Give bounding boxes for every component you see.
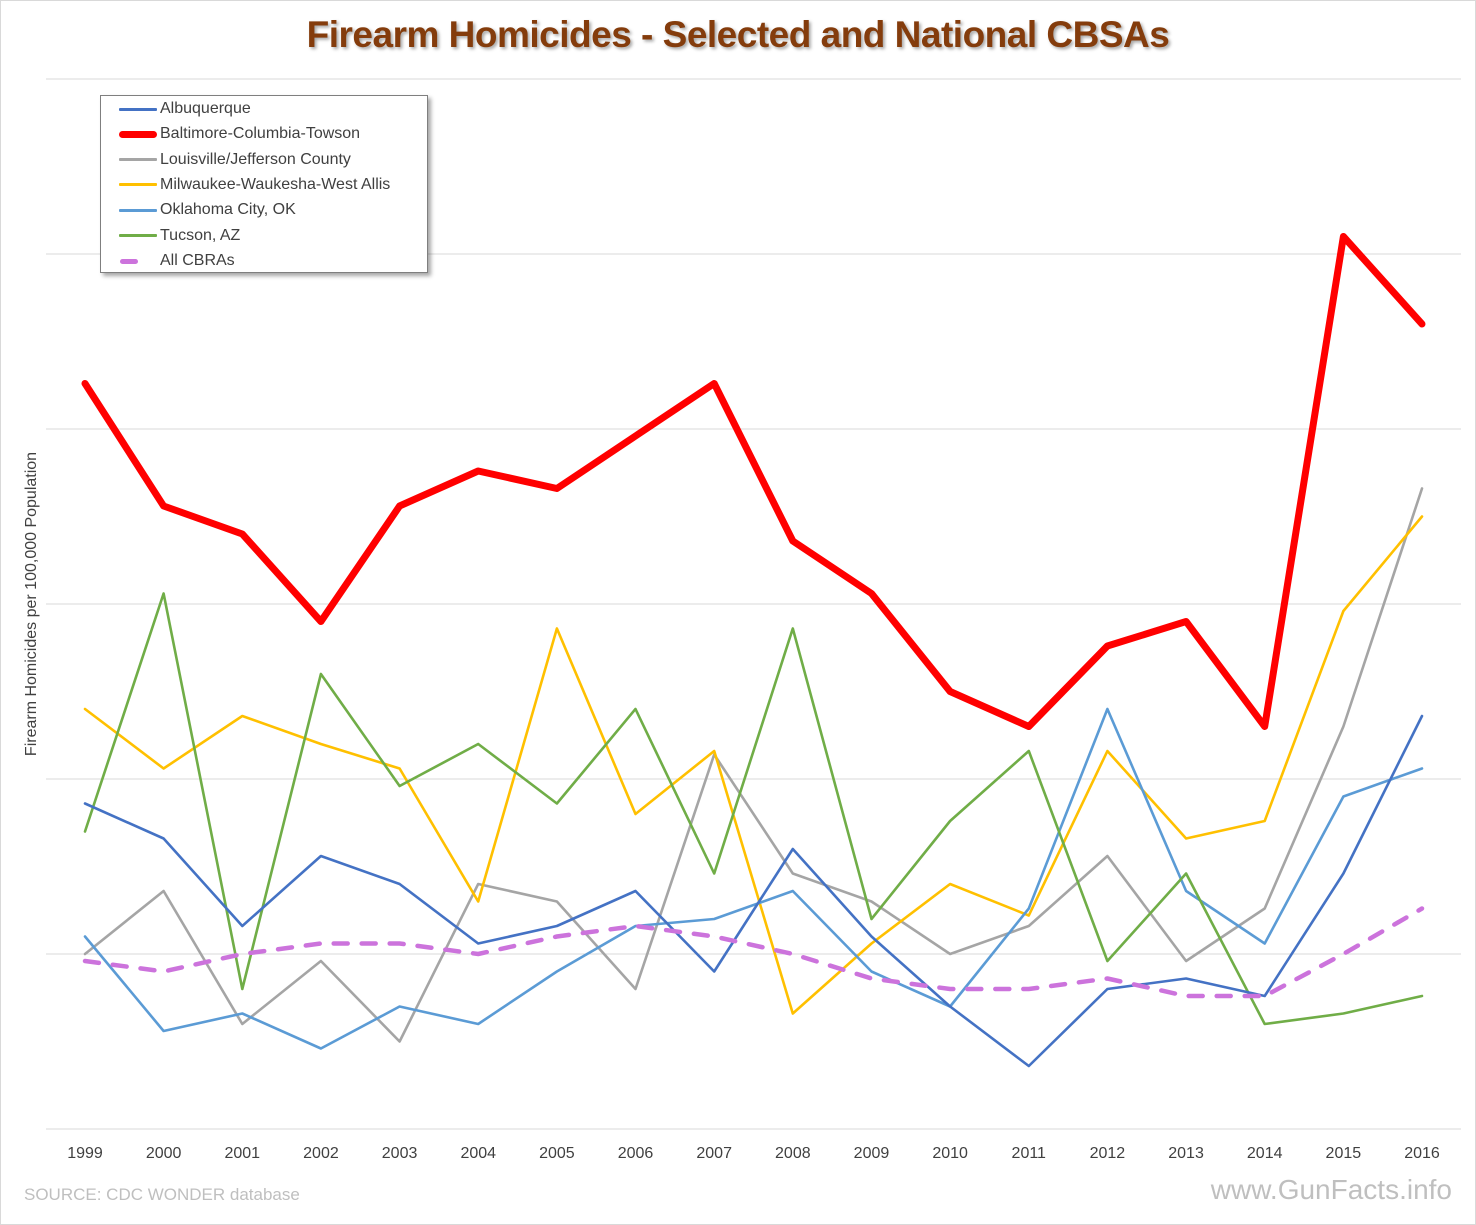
legend-swatch [119, 130, 157, 138]
series-line-tucson-az [83, 592, 1424, 1026]
legend-item: Oklahoma City, OK [101, 199, 427, 221]
legend-label: Albuquerque [160, 100, 251, 117]
legend-swatch [119, 158, 157, 162]
legend-swatch [119, 183, 157, 187]
x-tick-label: 2008 [775, 1145, 811, 1162]
legend-label: Milwaukee-Waukesha-West Allis [160, 175, 391, 193]
source-note: SOURCE: CDC WONDER database [24, 1185, 300, 1204]
watermark: www.GunFacts.info [1210, 1174, 1452, 1205]
legend-label: Tucson, AZ [160, 226, 241, 244]
legend-item: Milwaukee-Waukesha-West Allis [101, 174, 427, 196]
x-tick-label: 2001 [224, 1145, 260, 1162]
chart-title: Firearm Homicides - Selected and Nationa… [306, 14, 1170, 55]
x-tick-label: 2011 [1012, 1145, 1047, 1162]
legend-item: Baltimore-Columbia-Towson [101, 123, 427, 145]
legend-swatch [119, 107, 157, 111]
legend: Albuquerque Baltimore-Columbia-Towson Loui… [100, 95, 428, 273]
x-tick-label: 2005 [539, 1145, 575, 1162]
x-tick-label: 2014 [1247, 1145, 1283, 1162]
x-tick-label: 2012 [1090, 1145, 1126, 1162]
x-tick-label: 2002 [303, 1145, 339, 1162]
legend-swatch [120, 258, 138, 264]
x-tick-label: 2013 [1168, 1145, 1204, 1162]
x-tick-label: 2009 [854, 1145, 890, 1162]
x-tick-label: 2010 [932, 1145, 968, 1162]
legend-label: Baltimore-Columbia-Towson [160, 125, 361, 143]
series-line-all-cbras [82, 906, 1425, 999]
series-line-milwaukee-waukesha-west-allis [83, 515, 1424, 1015]
x-tick-label: 2007 [696, 1145, 732, 1162]
x-tick-label: 2006 [618, 1145, 654, 1162]
y-axis-label: Firearm Homicides per 100,000 Population [23, 451, 40, 757]
legend-item: All CBRAs [101, 250, 427, 272]
x-tick-label: 2004 [460, 1145, 496, 1162]
legend-swatch [119, 234, 157, 237]
legend-item: Louisville/Jefferson County [101, 149, 427, 171]
x-axis-ticks: 1999 2000 2001 2002 2003 2004 2005 2006 2007 2008… [67, 1145, 1440, 1162]
x-tick-label: 2015 [1326, 1145, 1362, 1162]
series-line-baltimore-columbia-towson [81, 233, 1426, 730]
x-tick-label: 1999 [67, 1145, 103, 1162]
legend-item: Tucson, AZ [101, 225, 427, 247]
series-line-albuquerque [83, 714, 1424, 1068]
legend-label: Louisville/Jefferson County [160, 150, 351, 168]
legend-item: Albuquerque [101, 98, 427, 120]
legend-swatch [119, 208, 157, 212]
x-tick-label: 2016 [1404, 1145, 1440, 1162]
legend-label: All CBRAs [160, 251, 235, 269]
x-tick-label: 2000 [146, 1145, 182, 1162]
series-line-louisville-jefferson-county [83, 487, 1424, 1043]
legend-label: Oklahoma City, OK [160, 201, 296, 219]
x-tick-label: 2003 [382, 1145, 418, 1162]
series-lines [81, 233, 1426, 1068]
